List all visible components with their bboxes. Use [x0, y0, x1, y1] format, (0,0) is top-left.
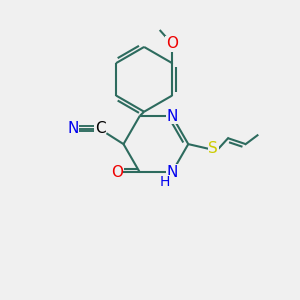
Text: N: N	[167, 109, 178, 124]
Text: O: O	[111, 165, 123, 180]
Text: N: N	[167, 165, 178, 180]
Text: N: N	[67, 121, 79, 136]
Text: H: H	[160, 176, 170, 190]
Text: C: C	[94, 121, 105, 136]
Text: S: S	[208, 141, 218, 156]
Text: O: O	[166, 37, 178, 52]
